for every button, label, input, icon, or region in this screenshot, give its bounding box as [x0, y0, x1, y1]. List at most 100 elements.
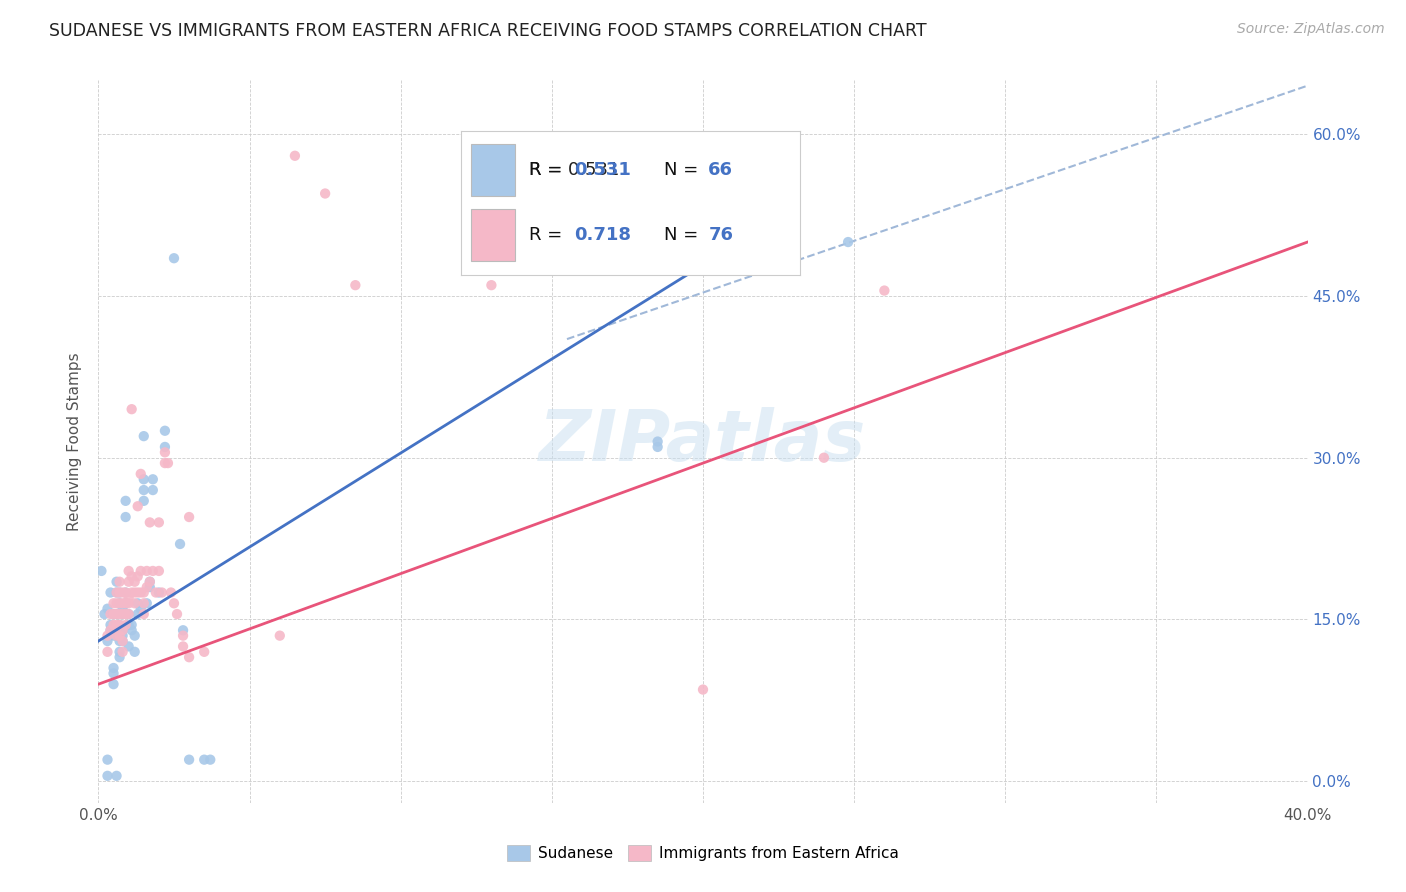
Point	[150, 585, 173, 599]
Point	[132, 483, 155, 497]
Point	[145, 585, 167, 599]
Point	[813, 450, 835, 465]
Point	[121, 624, 143, 638]
Point	[129, 585, 152, 599]
Point	[105, 607, 128, 621]
Point	[132, 429, 155, 443]
Point	[139, 574, 162, 589]
Point	[139, 516, 162, 530]
Point	[129, 564, 152, 578]
Point	[114, 585, 136, 599]
Point	[96, 645, 118, 659]
Point	[105, 596, 128, 610]
Point	[124, 645, 146, 659]
Point	[314, 186, 336, 201]
Legend: Sudanese, Immigrants from Eastern Africa: Sudanese, Immigrants from Eastern Africa	[501, 839, 905, 867]
Point	[111, 601, 134, 615]
Point	[172, 640, 194, 654]
Point	[105, 607, 128, 621]
Point	[132, 472, 155, 486]
Point	[96, 634, 118, 648]
Point	[132, 596, 155, 610]
Point	[121, 569, 143, 583]
Point	[100, 607, 122, 621]
Point	[100, 624, 122, 638]
Point	[105, 629, 128, 643]
Point	[96, 753, 118, 767]
Point	[108, 650, 131, 665]
Point	[93, 607, 115, 621]
Point	[108, 596, 131, 610]
Point	[166, 607, 188, 621]
Point	[121, 402, 143, 417]
Point	[344, 278, 367, 293]
Point	[160, 585, 183, 599]
Point	[114, 618, 136, 632]
Point	[200, 753, 222, 767]
Point	[108, 596, 131, 610]
Point	[114, 493, 136, 508]
Point	[837, 235, 859, 249]
Text: Source: ZipAtlas.com: Source: ZipAtlas.com	[1237, 22, 1385, 37]
Point	[96, 601, 118, 615]
Point	[111, 607, 134, 621]
Point	[111, 624, 134, 638]
Point	[111, 634, 134, 648]
Point	[124, 629, 146, 643]
Point	[193, 753, 215, 767]
Point	[108, 585, 131, 599]
Point	[105, 574, 128, 589]
Point	[179, 650, 201, 665]
Point	[129, 601, 152, 615]
Point	[153, 440, 176, 454]
Point	[127, 607, 149, 621]
Point	[163, 251, 186, 265]
Point	[692, 682, 714, 697]
Point	[118, 607, 141, 621]
Point	[108, 618, 131, 632]
Point	[124, 585, 146, 599]
Point	[139, 574, 162, 589]
Point	[111, 645, 134, 659]
Point	[103, 629, 125, 643]
Point	[105, 585, 128, 599]
Point	[108, 585, 131, 599]
Point	[118, 596, 141, 610]
Point	[114, 510, 136, 524]
Point	[114, 596, 136, 610]
Point	[105, 629, 128, 643]
Point	[124, 596, 146, 610]
Point	[118, 607, 141, 621]
Point	[105, 769, 128, 783]
Point	[193, 645, 215, 659]
Point	[100, 585, 122, 599]
Text: ZIPatlas: ZIPatlas	[540, 407, 866, 476]
Point	[153, 424, 176, 438]
Point	[118, 564, 141, 578]
Point	[132, 607, 155, 621]
Point	[481, 278, 503, 293]
Point	[121, 618, 143, 632]
Point	[118, 640, 141, 654]
Point	[135, 564, 157, 578]
Point	[127, 596, 149, 610]
Point	[105, 618, 128, 632]
Point	[142, 564, 165, 578]
Point	[142, 483, 165, 497]
Y-axis label: Receiving Food Stamps: Receiving Food Stamps	[67, 352, 83, 531]
Point	[111, 624, 134, 638]
Point	[103, 607, 125, 621]
Point	[132, 493, 155, 508]
Point	[284, 149, 307, 163]
Point	[135, 596, 157, 610]
Point	[90, 564, 112, 578]
Point	[111, 634, 134, 648]
Point	[118, 591, 141, 605]
Point	[127, 585, 149, 599]
Point	[124, 574, 146, 589]
Point	[647, 440, 669, 454]
Point	[172, 624, 194, 638]
Point	[647, 434, 669, 449]
Point	[108, 618, 131, 632]
Point	[96, 629, 118, 643]
